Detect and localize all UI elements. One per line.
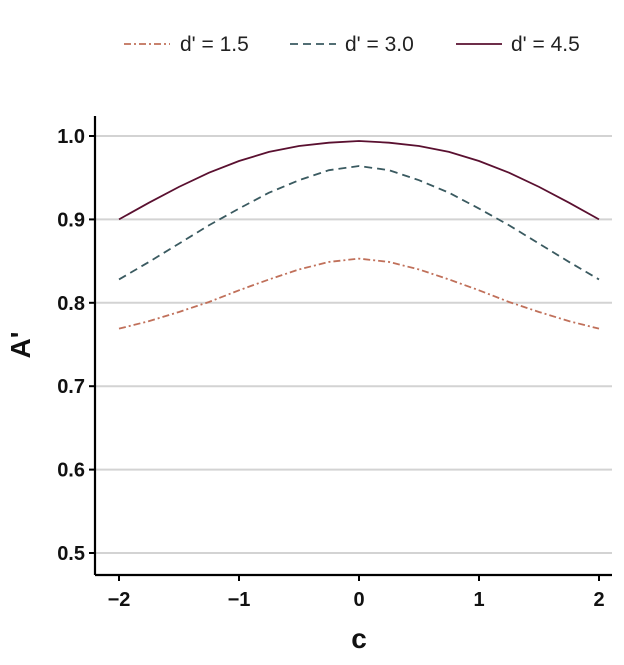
y-tick-label-0: 0.5 <box>57 543 85 565</box>
y-axis-title: A' <box>5 332 36 359</box>
legend-label-0: d' = 1.5 <box>180 33 249 56</box>
x-tick-label-4: 2 <box>593 589 604 611</box>
y-tick-label-4: 0.9 <box>57 209 85 231</box>
tick-labels: 0.5 0.6 0.7 0.8 0.9 1.0 −2 −1 0 1 2 <box>57 126 604 611</box>
axes <box>89 116 612 581</box>
x-tick-label-2: 0 <box>353 589 364 611</box>
x-tick-label-0: −2 <box>108 589 131 611</box>
x-axis-title: c <box>351 623 367 654</box>
gridlines <box>95 135 612 554</box>
x-tick-label-1: −1 <box>228 589 251 611</box>
series-line-0 <box>118 257 600 330</box>
y-tick-label-5: 1.0 <box>57 126 85 148</box>
series-line-2 <box>118 140 600 221</box>
legend-label-2: d' = 4.5 <box>511 33 580 56</box>
legend: d' = 1.5 d' = 3.0 d' = 4.5 <box>124 33 580 56</box>
x-tick-label-3: 1 <box>473 589 484 611</box>
series-line-1 <box>118 165 600 281</box>
y-tick-label-1: 0.6 <box>57 460 85 482</box>
y-tick-label-2: 0.7 <box>57 376 85 398</box>
legend-label-1: d' = 3.0 <box>345 33 414 56</box>
y-tick-label-3: 0.8 <box>57 293 85 315</box>
series-lines <box>118 140 600 330</box>
